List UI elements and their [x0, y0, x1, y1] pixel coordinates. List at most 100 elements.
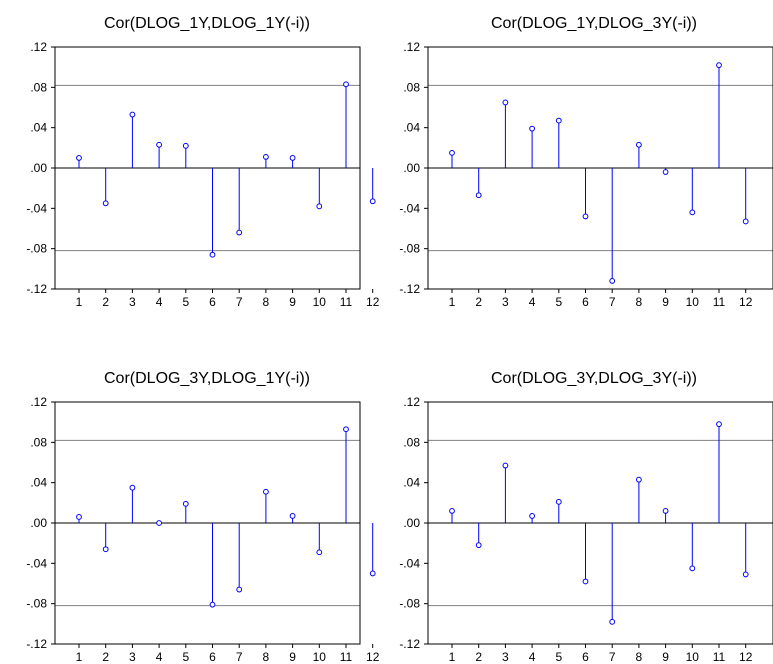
correlation-point — [156, 520, 163, 526]
x-tick-label: 12 — [366, 295, 380, 309]
correlation-point — [742, 571, 749, 578]
y-tick-label: -.08 — [399, 242, 420, 256]
correlation-point — [636, 476, 642, 483]
correlation-point — [316, 203, 323, 210]
y-tick-label: .04 — [403, 476, 420, 490]
x-tick-label: 6 — [582, 295, 589, 309]
y-tick-label: .00 — [30, 516, 47, 530]
x-tick-label: 1 — [76, 295, 83, 309]
x-tick-label: 3 — [502, 295, 509, 309]
x-tick-label: 2 — [475, 650, 482, 664]
x-tick-label: 12 — [366, 650, 380, 664]
correlation-point — [475, 192, 482, 199]
correlation-point — [369, 570, 376, 577]
x-tick-label: 7 — [236, 295, 243, 309]
correlogram-panel: Cor(DLOG_1Y,DLOG_1Y(-i)) .12 .08 .04 .00 -.04… — [26, 15, 379, 309]
x-tick-label: 10 — [313, 650, 327, 664]
correlation-point — [502, 99, 509, 106]
x-tick-label: 4 — [156, 295, 163, 309]
correlation-point — [742, 218, 749, 225]
y-tick-label: -.04 — [26, 556, 47, 570]
correlation-point — [662, 508, 669, 514]
correlation-point — [582, 213, 589, 220]
correlation-point — [555, 498, 562, 505]
panel-title: Cor(DLOG_3Y,DLOG_3Y(-i)) — [491, 370, 697, 387]
y-tick-label: .00 — [403, 516, 420, 530]
x-tick-label: 7 — [236, 650, 243, 664]
y-tick-label: .08 — [403, 435, 420, 449]
x-tick-label: 10 — [686, 295, 700, 309]
y-tick-label: .04 — [403, 121, 420, 135]
correlation-point — [129, 484, 136, 491]
y-tick-label: -.04 — [399, 201, 420, 215]
x-tick-label: 4 — [156, 650, 163, 664]
correlation-point — [662, 169, 669, 175]
x-tick-label: 6 — [209, 650, 216, 664]
correlation-point — [555, 117, 562, 124]
y-tick-label: .12 — [30, 40, 47, 54]
y-tick-label: -.08 — [26, 242, 47, 256]
x-tick-label: 9 — [289, 650, 296, 664]
panel-title: Cor(DLOG_1Y,DLOG_1Y(-i)) — [104, 15, 310, 32]
correlation-point — [343, 81, 349, 88]
x-tick-label: 9 — [662, 295, 669, 309]
x-tick-label: 10 — [313, 295, 327, 309]
correlation-point — [209, 251, 216, 258]
correlation-point — [689, 209, 696, 216]
panel-title: Cor(DLOG_1Y,DLOG_3Y(-i)) — [491, 15, 697, 32]
correlation-point — [475, 542, 482, 549]
x-tick-label: 9 — [289, 295, 296, 309]
x-tick-label: 2 — [102, 295, 109, 309]
correlation-point — [236, 586, 243, 593]
x-tick-label: 5 — [182, 650, 189, 664]
correlation-point — [289, 513, 296, 519]
y-tick-label: -.12 — [26, 637, 47, 651]
y-tick-label: -.08 — [26, 597, 47, 611]
correlation-point — [449, 508, 455, 514]
x-tick-label: 12 — [739, 295, 753, 309]
correlation-point — [289, 155, 296, 161]
x-tick-label: 4 — [529, 650, 536, 664]
correlation-point — [636, 141, 642, 148]
y-tick-label: .12 — [403, 40, 420, 54]
correlation-point — [529, 125, 535, 132]
correlation-point — [156, 141, 163, 148]
panel-title: Cor(DLOG_3Y,DLOG_1Y(-i)) — [104, 370, 310, 387]
correlation-point — [343, 426, 349, 433]
correlation-point — [582, 578, 589, 585]
x-tick-label: 8 — [636, 295, 643, 309]
y-tick-label: -.04 — [399, 556, 420, 570]
correlation-point — [316, 549, 323, 556]
correlation-point — [529, 513, 535, 519]
correlation-point — [369, 198, 376, 205]
correlation-point — [182, 500, 189, 507]
correlation-point — [609, 278, 616, 284]
x-tick-label: 1 — [449, 650, 456, 664]
y-tick-label: .00 — [403, 161, 420, 175]
correlation-point — [129, 111, 136, 118]
x-tick-label: 8 — [263, 295, 270, 309]
x-tick-label: 11 — [713, 650, 726, 664]
correlation-point — [609, 618, 616, 625]
correlation-point — [236, 229, 243, 236]
y-tick-label: -.04 — [26, 201, 47, 215]
x-tick-label: 11 — [713, 295, 726, 309]
correlation-point — [449, 149, 455, 156]
x-tick-label: 2 — [102, 650, 109, 664]
correlation-point — [209, 601, 216, 608]
x-tick-label: 8 — [636, 650, 643, 664]
x-tick-label: 10 — [686, 650, 700, 664]
y-tick-label: .12 — [403, 395, 420, 409]
y-tick-label: .04 — [30, 476, 47, 490]
x-tick-label: 5 — [182, 295, 189, 309]
y-tick-label: .08 — [30, 80, 47, 94]
correlogram-panel: Cor(DLOG_3Y,DLOG_1Y(-i)) .12 .08 .04 .00 -.04… — [26, 370, 379, 664]
x-tick-label: 9 — [662, 650, 669, 664]
y-tick-label: -.12 — [399, 282, 420, 296]
correlation-point — [716, 62, 722, 69]
correlation-point — [102, 546, 109, 553]
x-tick-label: 3 — [502, 650, 509, 664]
y-tick-label: .12 — [30, 395, 47, 409]
x-tick-label: 7 — [609, 295, 616, 309]
x-tick-label: 3 — [129, 295, 136, 309]
